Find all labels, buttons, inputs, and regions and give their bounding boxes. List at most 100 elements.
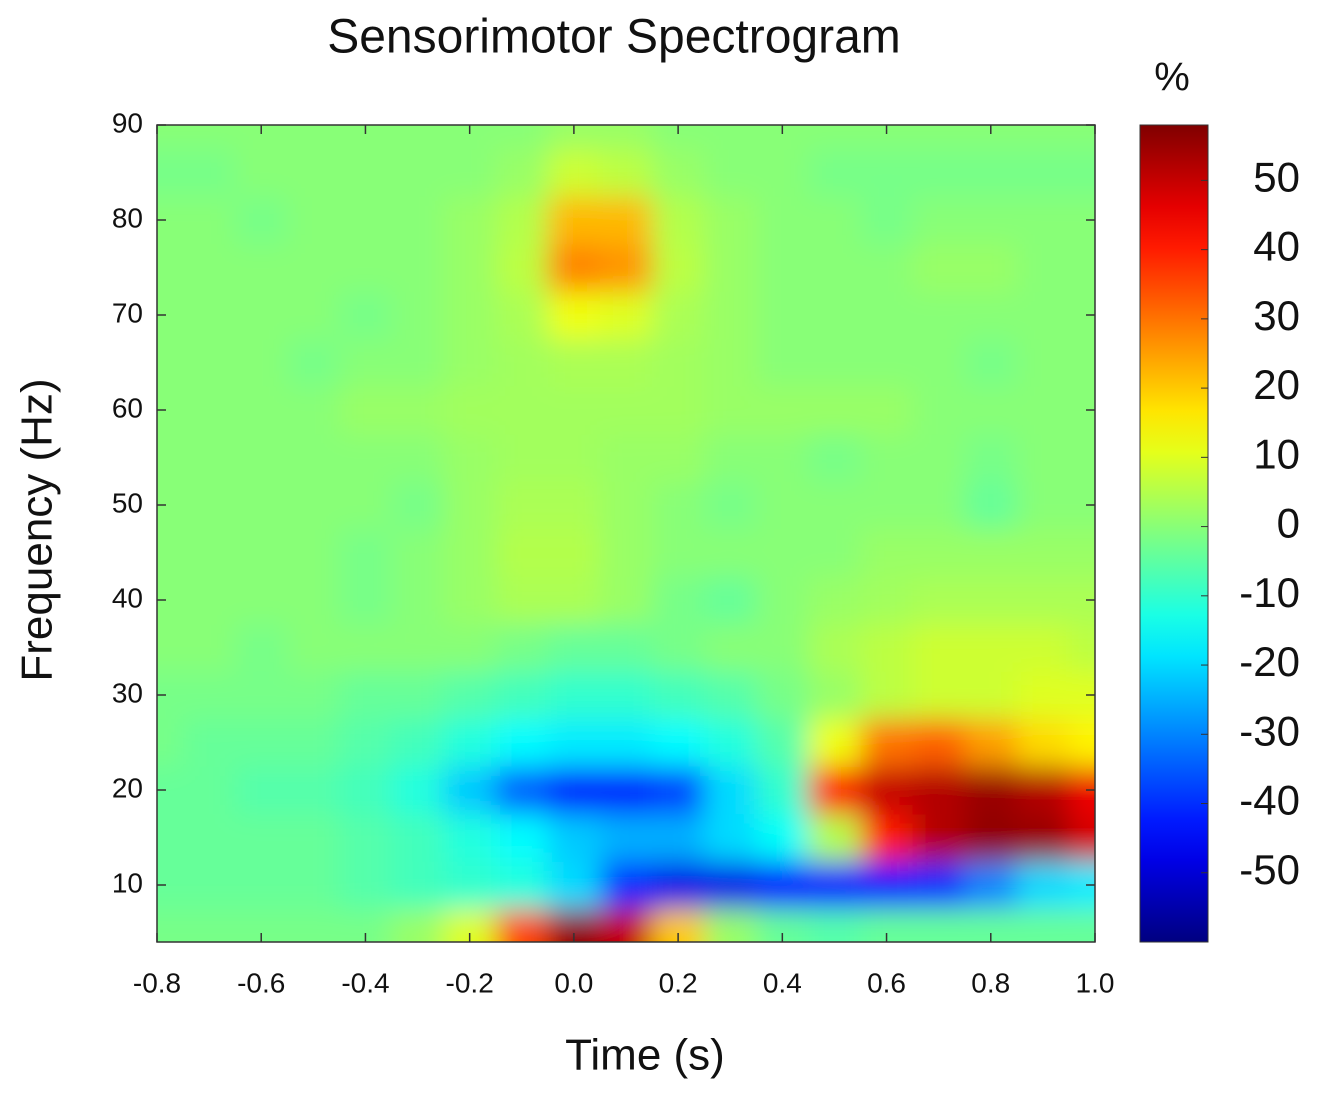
heatmap-cell xyxy=(1016,243,1070,292)
heatmap-cell xyxy=(912,243,966,292)
heatmap-cell xyxy=(443,861,497,910)
x-tick-label: 0.0 xyxy=(554,967,593,998)
heatmap-cell xyxy=(391,148,445,197)
heatmap-cell xyxy=(547,291,601,340)
heatmap-cell xyxy=(652,291,705,340)
heatmap-cell xyxy=(547,125,601,150)
heatmap-cell xyxy=(183,433,236,482)
heatmap-cell xyxy=(860,813,914,862)
heatmap-cell xyxy=(183,766,236,815)
heatmap-cell xyxy=(1016,338,1070,387)
heatmap-cell xyxy=(1016,528,1070,577)
heatmap-cell xyxy=(495,623,549,672)
heatmap-cell xyxy=(599,576,653,625)
heatmap-cell xyxy=(808,481,861,530)
heatmap-cell xyxy=(157,243,184,292)
heatmap-cell xyxy=(391,861,445,910)
heatmap-cell xyxy=(756,386,809,435)
heatmap-cell xyxy=(183,386,236,435)
heatmap-cell xyxy=(860,338,914,387)
heatmap-cell xyxy=(652,433,705,482)
heatmap-cell xyxy=(495,766,549,815)
heatmap-cell xyxy=(1016,813,1070,862)
heatmap-cell xyxy=(599,908,653,942)
heatmap-cell xyxy=(339,576,392,625)
heatmap-cell xyxy=(1068,528,1095,577)
heatmap-cell xyxy=(860,671,914,720)
x-tick-label: -0.4 xyxy=(341,967,389,998)
colorbar-tick-label: -50 xyxy=(1239,846,1300,893)
colorbar-tick-label: -10 xyxy=(1239,569,1300,616)
heatmap-cell xyxy=(1016,576,1070,625)
heatmap-cell xyxy=(157,125,184,150)
heatmap-cell xyxy=(339,481,392,530)
heatmap-cell xyxy=(599,291,653,340)
heatmap-cell xyxy=(756,338,809,387)
heatmap-cell xyxy=(495,671,549,720)
heatmap-cell xyxy=(964,576,1018,625)
heatmap-cell xyxy=(964,528,1018,577)
heatmap-cell xyxy=(339,813,392,862)
heatmap-cell xyxy=(391,125,445,150)
heatmap-cell xyxy=(183,576,236,625)
heatmap-cell xyxy=(808,576,861,625)
heatmap-cell xyxy=(287,908,340,942)
heatmap-cell xyxy=(808,386,861,435)
heatmap-cell xyxy=(183,338,236,387)
heatmap-cell xyxy=(964,861,1018,910)
heatmap-cell xyxy=(599,125,653,150)
heatmap-cell xyxy=(912,291,966,340)
heatmap-cell xyxy=(287,671,340,720)
heatmap-cell xyxy=(756,671,809,720)
heatmap-cell xyxy=(287,196,340,245)
y-tick-label: 90 xyxy=(112,107,143,138)
heatmap-cell xyxy=(391,671,445,720)
heatmap-cell xyxy=(1016,671,1070,720)
heatmap-cell xyxy=(860,481,914,530)
heatmap-cell xyxy=(339,528,392,577)
heatmap-cell xyxy=(391,243,445,292)
heatmap-cell xyxy=(391,338,445,387)
heatmap-cell xyxy=(756,766,809,815)
heatmap-cell xyxy=(157,528,184,577)
heatmap-cell xyxy=(704,576,757,625)
x-tick-label: -0.6 xyxy=(237,967,285,998)
colorbar-tick-label: 40 xyxy=(1253,223,1300,270)
heatmap-cell xyxy=(235,433,288,482)
heatmap-cell xyxy=(652,813,705,862)
heatmap-cell xyxy=(287,481,340,530)
heatmap-cell xyxy=(808,433,861,482)
colorbar-tick-label: 30 xyxy=(1253,292,1300,339)
heatmap-cell xyxy=(964,766,1018,815)
heatmap-cell xyxy=(183,291,236,340)
heatmap-cell xyxy=(391,386,445,435)
colorbar-label: % xyxy=(1154,56,1190,100)
heatmap-cell xyxy=(912,908,966,942)
heatmap-cell xyxy=(547,623,601,672)
heatmap-cell xyxy=(808,291,861,340)
heatmap-cell xyxy=(235,718,288,767)
heatmap-cell xyxy=(443,813,497,862)
heatmap-cell xyxy=(287,813,340,862)
heatmap-cell xyxy=(443,338,497,387)
heatmap-cell xyxy=(287,433,340,482)
heatmap-cell xyxy=(599,813,653,862)
heatmap-cell xyxy=(495,528,549,577)
heatmap-cell xyxy=(599,433,653,482)
x-tick-label: 0.4 xyxy=(763,967,802,998)
heatmap-cell xyxy=(964,291,1018,340)
heatmap-cell xyxy=(1016,433,1070,482)
heatmap-cell xyxy=(808,125,861,150)
heatmap-cell xyxy=(547,766,601,815)
heatmap-cell xyxy=(495,148,549,197)
heatmap-cell xyxy=(964,433,1018,482)
heatmap-cell xyxy=(339,148,392,197)
heatmap-cell xyxy=(599,671,653,720)
heatmap-cell xyxy=(1068,433,1095,482)
x-tick-label: 0.6 xyxy=(867,967,906,998)
heatmap-cell xyxy=(495,908,549,942)
heatmap-cell xyxy=(704,671,757,720)
heatmap-cell xyxy=(391,718,445,767)
heatmap-cell xyxy=(964,338,1018,387)
heatmap-cell xyxy=(495,718,549,767)
